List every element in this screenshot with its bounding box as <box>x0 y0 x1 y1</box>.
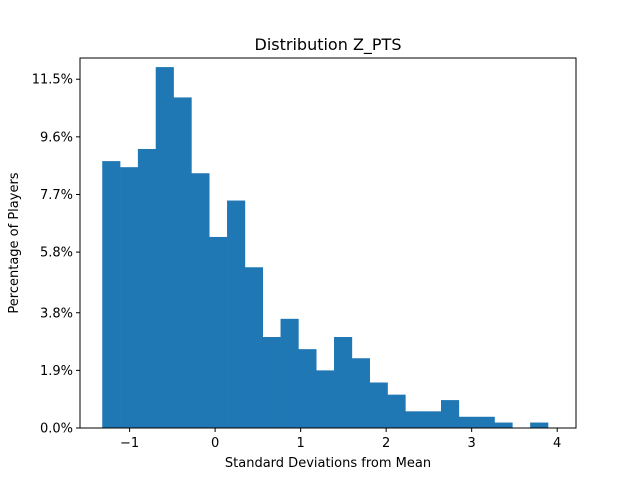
x-tick-label: 0 <box>211 436 219 451</box>
histogram-bar <box>530 422 549 428</box>
y-axis-ticks: 0.0% 1.9% 3.8% 5.8% 7.7% 9.6% 11.5% <box>32 73 80 437</box>
y-axis-label: Percentage of Players <box>7 172 22 313</box>
histogram-bar <box>351 358 370 428</box>
histogram-bar <box>173 97 192 428</box>
x-tick-label: 3 <box>468 436 476 451</box>
histogram-bar <box>280 318 299 428</box>
x-tick-label: −1 <box>120 436 139 451</box>
y-tick-label: 1.9% <box>40 364 73 379</box>
histogram-bar <box>298 349 317 428</box>
y-tick-label: 3.8% <box>40 306 73 321</box>
histogram-bar <box>369 382 388 428</box>
histogram-bar <box>137 148 157 428</box>
histogram-bar <box>458 416 477 428</box>
histogram-bar <box>316 370 335 428</box>
x-tick-label: 4 <box>553 436 561 451</box>
histogram-bar <box>423 411 442 428</box>
y-tick-label: 5.8% <box>40 246 73 261</box>
x-axis-label: Standard Deviations from Mean <box>225 456 431 471</box>
x-tick-label: 1 <box>296 436 304 451</box>
plot-frame <box>79 57 577 429</box>
y-tick-label: 9.6% <box>40 130 73 145</box>
histogram-bar <box>262 337 281 428</box>
histogram-bar <box>334 337 353 428</box>
x-tick-label: 2 <box>382 436 390 451</box>
x-axis-ticks: −1 0 1 2 3 4 <box>120 428 561 451</box>
histogram-bar <box>387 394 406 428</box>
y-tick-label: 0.0% <box>40 422 73 437</box>
histogram-bar <box>476 416 495 428</box>
histogram-bar <box>209 236 228 428</box>
y-tick-label: 11.5% <box>32 73 73 88</box>
bars-group <box>102 67 549 429</box>
histogram-bar <box>227 200 246 428</box>
histogram-bar <box>441 400 460 428</box>
chart-title: Distribution Z_PTS <box>255 35 402 55</box>
histogram-bar <box>244 267 264 428</box>
histogram-bar <box>102 161 121 429</box>
y-tick-label: 7.7% <box>40 188 73 203</box>
histogram-bar <box>191 173 210 428</box>
histogram-bar <box>155 67 174 428</box>
histogram-bar <box>120 167 139 428</box>
histogram-bar <box>494 422 513 428</box>
histogram-bar <box>405 411 424 428</box>
